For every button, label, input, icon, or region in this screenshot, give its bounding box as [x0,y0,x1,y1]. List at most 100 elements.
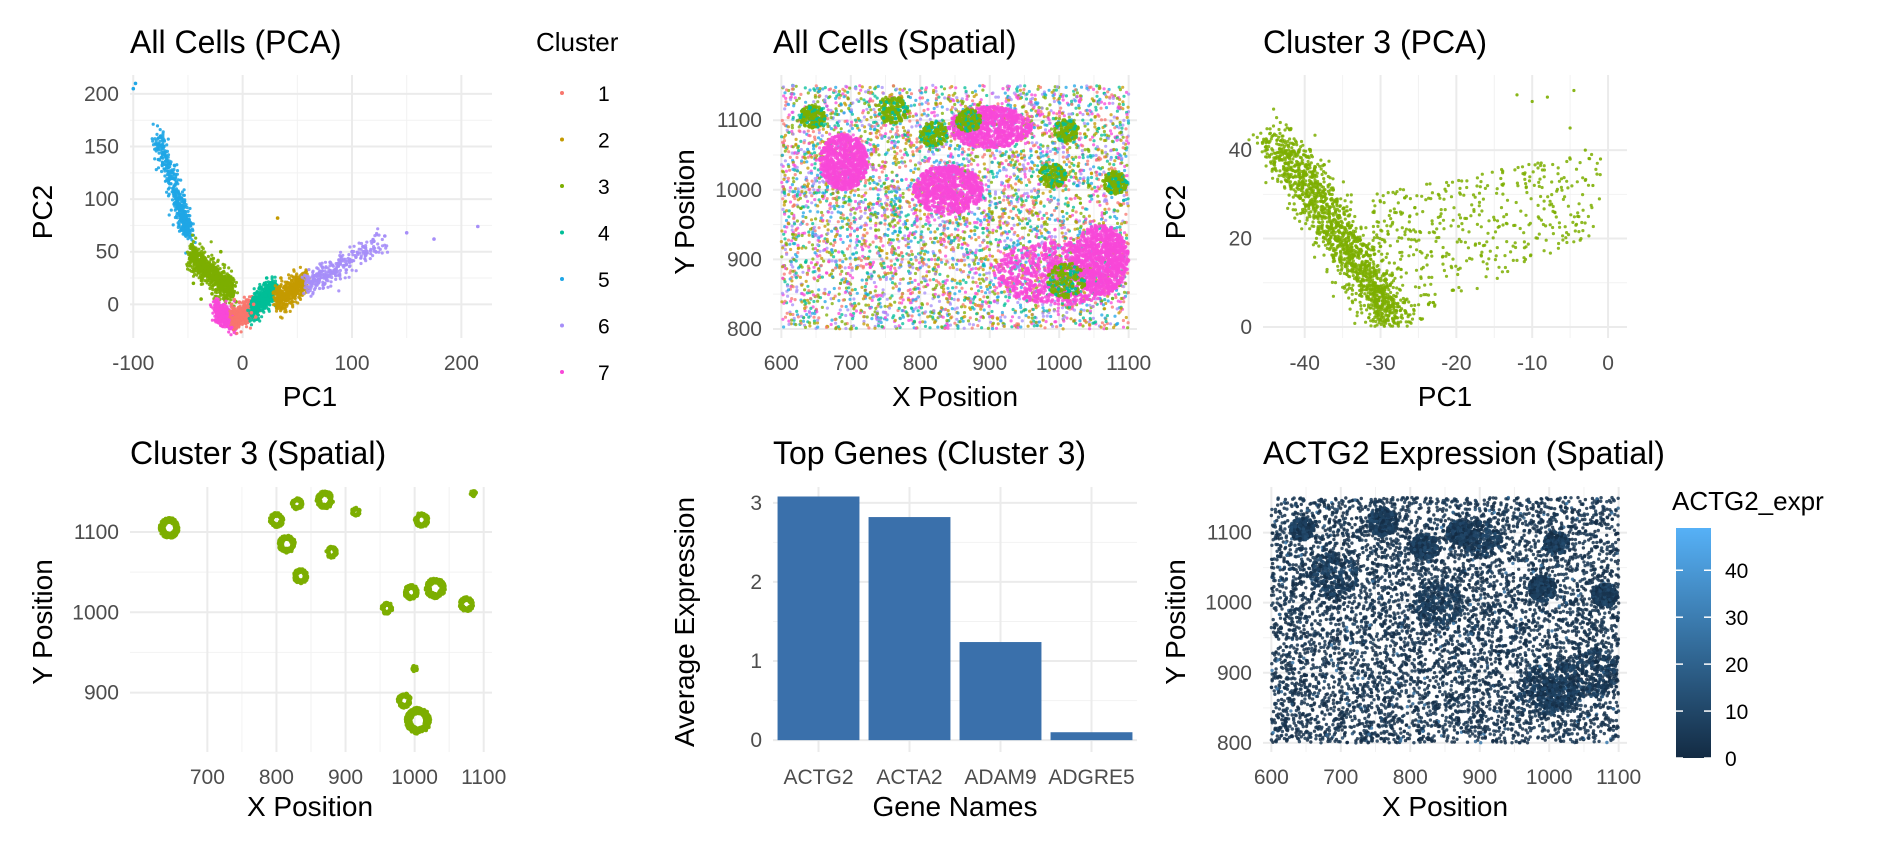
data-point [263,297,266,300]
data-point [1049,190,1052,193]
data-point [1110,132,1113,135]
legend-key [560,324,564,328]
data-point [867,138,870,141]
legend-key [560,277,564,281]
data-point [1096,145,1099,148]
data-point [175,214,178,217]
data-point [918,313,921,316]
chart-title: All Cells (Spatial) [773,24,1017,60]
data-point [293,270,296,273]
legend-label: 5 [598,269,610,292]
data-point [903,129,906,132]
data-point [789,186,792,189]
data-point [173,205,176,208]
data-point [901,309,904,312]
data-point [1043,205,1046,208]
data-point [965,90,968,93]
data-point [287,273,290,276]
data-point [299,289,302,292]
data-point [1057,313,1060,316]
data-point [192,282,196,286]
data-point [274,297,278,301]
data-point [330,276,333,279]
data-point [334,278,337,281]
data-point [983,162,986,165]
data-point [327,274,330,277]
data-point [374,251,377,254]
data-point [1127,106,1130,109]
data-point [1108,102,1111,105]
data-point [351,269,354,272]
data-point [384,247,387,250]
data-point [242,307,245,310]
data-point [326,286,329,289]
data-point [210,240,213,243]
data-point [256,311,259,314]
data-point [187,210,190,213]
data-point [237,306,240,309]
data-point [372,239,376,243]
data-point [1116,110,1119,113]
data-point [988,291,991,294]
data-point [365,241,368,244]
data-point [832,297,835,300]
data-point [979,286,982,289]
legend-key [560,138,564,142]
data-point [160,170,163,173]
data-point [170,209,173,212]
data-point [781,119,784,122]
data-point [198,242,201,245]
data-point [1093,125,1096,128]
data-point [1006,104,1009,107]
data-point [206,266,210,270]
data-point [848,244,851,247]
data-point [966,153,969,156]
data-point [193,273,196,276]
data-point [195,249,198,252]
data-point [276,216,280,220]
data-point [830,230,833,233]
data-point [952,266,955,269]
data-point [287,282,291,286]
data-point [315,279,318,282]
data-point [1092,88,1095,91]
data-point [365,251,368,254]
data-point [279,276,283,280]
data-point [910,250,913,253]
data-point [985,285,988,288]
data-point [926,108,929,111]
data-point [214,318,218,322]
data-point [839,238,842,241]
data-point [274,292,277,295]
data-point [219,324,223,328]
data-point [287,289,290,292]
data-point [1109,322,1112,325]
data-point [219,287,222,290]
data-point [197,271,201,275]
data-point [908,120,911,123]
data-point [175,163,178,166]
data-point [1093,122,1096,125]
data-point [795,285,798,288]
data-point [929,231,932,234]
data-point [152,123,155,126]
data-point [929,237,932,240]
data-point [1008,216,1011,219]
data-point [252,297,256,301]
data-point [188,214,191,217]
data-point [174,183,177,186]
data-point [945,319,948,322]
data-point [974,267,977,270]
x-axis-label: X Position [892,381,1018,412]
data-point [827,260,830,263]
data-point [312,270,315,273]
data-point [830,272,833,275]
data-point [348,261,351,264]
data-point [323,269,326,272]
data-point [224,296,227,299]
data-point [355,269,358,272]
data-point [155,143,158,146]
data-point [193,262,196,265]
data-point [869,108,872,111]
data-point [298,293,301,296]
